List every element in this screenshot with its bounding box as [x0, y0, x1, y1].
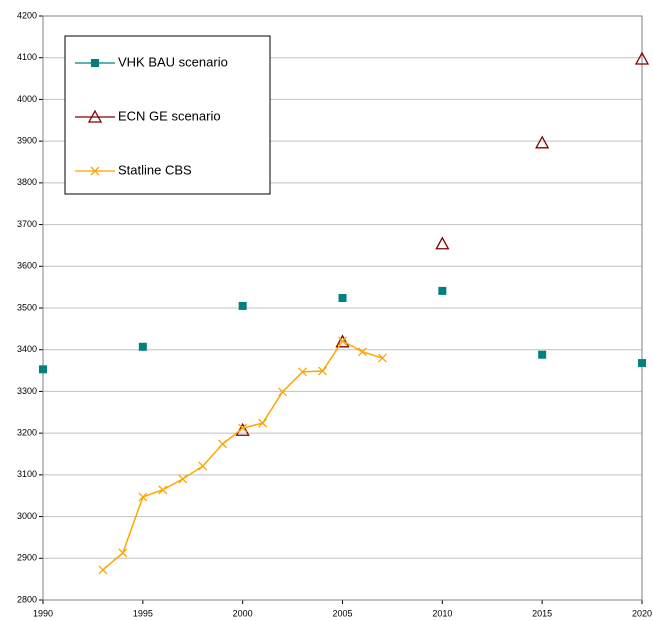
legend-label: ECN GE scenario [118, 108, 221, 123]
x-tick-label: 2000 [233, 608, 253, 618]
marker [258, 418, 268, 428]
marker [278, 387, 288, 397]
marker [634, 51, 650, 65]
y-tick-label: 2800 [17, 594, 37, 604]
y-tick-label: 2900 [17, 553, 37, 563]
y-tick-label: 3900 [17, 136, 37, 146]
marker [218, 439, 228, 449]
legend-marker [91, 59, 99, 67]
marker [198, 461, 208, 471]
marker [178, 474, 188, 484]
marker [138, 342, 147, 351]
x-tick-label: 2010 [432, 608, 452, 618]
marker [158, 485, 168, 495]
x-tick-label: 2015 [532, 608, 552, 618]
marker [535, 135, 550, 149]
y-tick-label: 3800 [17, 177, 37, 187]
marker [538, 350, 547, 359]
x-tick-label: 1995 [133, 608, 153, 618]
marker [298, 367, 308, 377]
marker [335, 334, 350, 348]
legend-marker [90, 166, 100, 176]
x-tick-label: 1990 [33, 608, 53, 618]
series-line [102, 339, 383, 571]
marker [118, 548, 128, 558]
marker [238, 301, 247, 310]
legend-label: Statline CBS [118, 162, 192, 177]
legend-label: VHK BAU scenario [118, 54, 228, 69]
y-tick-label: 3200 [17, 428, 37, 438]
marker [358, 347, 367, 357]
marker [318, 366, 327, 376]
y-tick-label: 4100 [17, 52, 37, 62]
marker [438, 286, 447, 295]
marker [138, 492, 148, 502]
marker [39, 365, 47, 374]
y-tick-label: 4200 [17, 10, 37, 20]
y-tick-label: 3600 [17, 261, 37, 271]
x-tick-label: 2005 [332, 608, 352, 618]
marker [238, 423, 248, 433]
marker [98, 565, 108, 575]
y-tick-label: 3700 [17, 219, 37, 229]
marker [638, 359, 646, 368]
y-tick-label: 3400 [17, 344, 37, 354]
y-tick-label: 3000 [17, 511, 37, 521]
marker [338, 293, 347, 302]
y-tick-label: 3500 [17, 302, 37, 312]
marker [377, 353, 387, 363]
plot-border [42, 15, 643, 601]
legend: VHK BAU scenario ECN GE scenario Statline … [64, 35, 271, 195]
marker [338, 336, 347, 346]
legend-marker [87, 109, 103, 123]
marker [435, 236, 450, 250]
y-tick-label: 4000 [17, 94, 37, 104]
x-tick-label: 2020 [632, 608, 652, 618]
y-tick-label: 3300 [17, 386, 37, 396]
y-tick-label: 3100 [17, 469, 37, 479]
